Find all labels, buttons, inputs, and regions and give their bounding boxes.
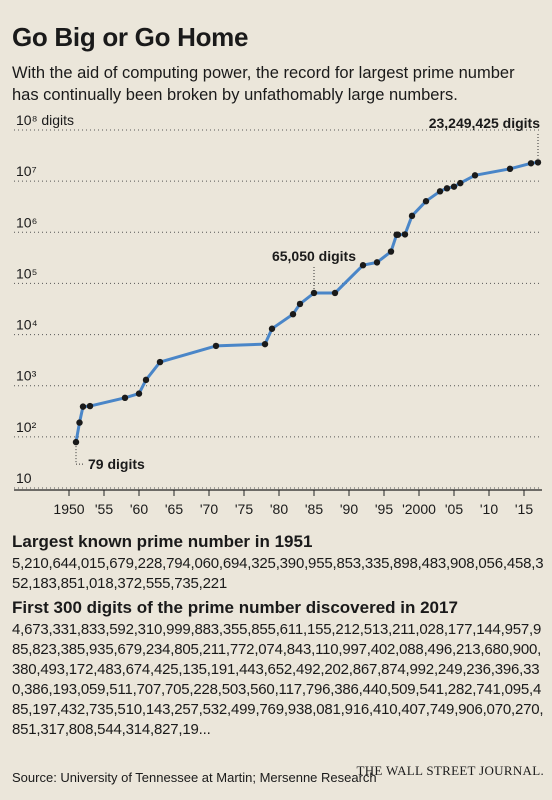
publisher-brand: THE WALL STREET JOURNAL. — [356, 763, 544, 778]
data-point — [359, 262, 367, 269]
prime-digits-chart: 10 10² 10³ 10⁴ 10⁵ 10⁶ 10⁷ 10⁸ digits 1950 '55 '60… — [14, 112, 542, 517]
x-tick-label: '70 — [200, 501, 218, 517]
y-tick-label: 10⁴ — [16, 317, 38, 333]
x-tick-label: '75 — [235, 501, 253, 517]
section-2017-digits: 4,673,331,833,592,310,999,883,355,855,61… — [12, 621, 544, 738]
x-tick-label: '80 — [270, 501, 288, 517]
data-point — [401, 231, 409, 238]
data-point — [76, 419, 83, 426]
y-tick-label: 10⁶ — [16, 214, 37, 230]
data-point — [506, 165, 514, 173]
data-point — [142, 376, 150, 384]
data-point — [373, 259, 381, 266]
chart-subtitle: With the aid of computing power, the rec… — [12, 64, 515, 104]
annotation-leader — [75, 446, 84, 465]
data-point — [296, 300, 304, 308]
annotation-max-digits: 23,249,425 digits — [429, 115, 541, 131]
y-tick-label: 10⁷ — [16, 163, 37, 179]
data-point — [387, 248, 395, 255]
data-point — [289, 311, 297, 318]
x-tick-label: '95 — [375, 501, 393, 517]
data-point — [443, 185, 451, 192]
x-tick-label: '05 — [445, 501, 463, 517]
section-1951-digits: 5,210,644,015,679,228,794,060,694,325,39… — [12, 555, 544, 592]
data-point — [135, 390, 143, 397]
annotation-1951-digits: 79 digits — [88, 456, 145, 472]
data-point — [394, 231, 402, 238]
data-point — [408, 212, 416, 220]
y-tick-label: 10³ — [16, 368, 37, 384]
x-tick-label: '10 — [480, 501, 498, 517]
data-point — [471, 172, 479, 179]
x-tick-label: '55 — [95, 501, 113, 517]
annotation-1985-digits: 65,050 digits — [272, 248, 356, 264]
y-tick-label: 10 — [16, 470, 32, 486]
x-tick-label: '85 — [305, 501, 323, 517]
x-tick-label: '65 — [165, 501, 183, 517]
data-point — [527, 160, 535, 167]
data-point — [261, 340, 269, 348]
data-point — [457, 179, 464, 187]
data-point — [436, 188, 444, 195]
chart-area: 10 10² 10³ 10⁴ 10⁵ 10⁶ 10⁷ 10⁸ digits 1950 '55 '60… — [0, 110, 552, 530]
section-2017-heading: First 300 digits of the prime number dis… — [12, 598, 458, 617]
y-tick-label: 10² — [16, 419, 37, 435]
x-tick-label: '15 — [515, 501, 533, 517]
x-tick-label: 1950 — [53, 501, 84, 517]
data-point — [86, 402, 94, 410]
x-tick-label: '90 — [340, 501, 358, 517]
data-point — [310, 289, 318, 297]
data-point — [331, 289, 339, 297]
chart-title: Go Big or Go Home — [12, 22, 249, 52]
x-tick-label: '60 — [130, 501, 148, 517]
section-1951-heading: Largest known prime number in 1951 — [12, 532, 313, 551]
source-note: Source: University of Tennessee at Marti… — [12, 770, 377, 785]
data-point — [450, 183, 458, 190]
y-tick-label: 10⁵ — [16, 265, 37, 281]
data-point — [534, 159, 542, 166]
data-point — [268, 325, 276, 332]
x-tick-label: '2000 — [402, 501, 436, 517]
data-point — [156, 358, 164, 366]
data-point — [72, 438, 80, 446]
data-point — [422, 198, 430, 205]
y-tick-label: 10⁸ digits — [16, 112, 74, 128]
data-point — [121, 394, 129, 402]
data-point — [212, 342, 220, 350]
series-line — [74, 160, 539, 443]
data-point — [79, 403, 87, 410]
